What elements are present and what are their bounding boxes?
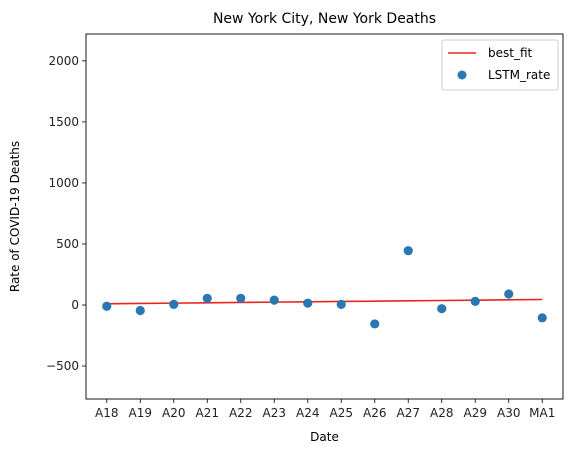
y-tick-label: 1000: [48, 176, 79, 190]
series-layer: [102, 246, 547, 329]
x-tick-label: A18: [95, 406, 118, 420]
y-tick-label: 1500: [48, 115, 79, 129]
lstm-rate-point: [236, 293, 246, 303]
lstm-rate-point: [437, 304, 447, 314]
lstm-rate-point: [169, 299, 179, 309]
x-tick-label: A25: [330, 406, 353, 420]
x-tick-label: A22: [229, 406, 252, 420]
lstm-rate-point: [135, 305, 145, 316]
x-tick-label: MA1: [529, 406, 555, 420]
legend-label-lstm-rate: LSTM_rate: [488, 68, 550, 82]
lstm-rate-point: [336, 299, 346, 309]
legend-lstm-rate-swatch: [457, 70, 467, 80]
x-tick-label: A28: [430, 406, 453, 420]
y-axis-title: Rate of COVID-19 Deaths: [8, 141, 22, 292]
x-tick-label: A20: [162, 406, 185, 420]
x-tick-label: A21: [196, 406, 219, 420]
x-tick-label: A26: [363, 406, 386, 420]
best-fit-line: [106, 298, 543, 305]
plot-area: [85, 33, 564, 400]
legend: best_fit LSTM_rate: [441, 39, 559, 91]
y-axis: −500 0 500 1000 1500 2000: [46, 54, 86, 373]
x-axis-title: Date: [310, 430, 339, 444]
lstm-rate-point: [303, 298, 313, 308]
x-tick-label: A19: [129, 406, 152, 420]
lstm-rate-point: [202, 293, 212, 303]
lstm-rate-point: [537, 313, 547, 323]
lstm-rate-point: [269, 295, 279, 305]
y-tick-label: −500: [46, 359, 79, 373]
lstm-rate-point: [504, 289, 514, 299]
lstm-rate-point: [370, 319, 380, 329]
y-tick-label: 500: [56, 237, 79, 251]
y-tick-label: 2000: [48, 54, 79, 68]
chart-title: New York City, New York Deaths: [213, 11, 436, 27]
y-tick-label: 0: [71, 298, 79, 312]
x-tick-label: A23: [263, 406, 286, 420]
lstm-rate-point: [102, 301, 112, 311]
x-tick-label: A27: [397, 406, 420, 420]
x-axis: A18 A19 A20 A21 A22 A23 A24 A25 A26 A27 A28 A29 A30 M…: [95, 399, 555, 420]
x-tick-label: A30: [497, 406, 520, 420]
lstm-rate-point: [403, 246, 413, 256]
plot-frame: [85, 33, 564, 400]
lstm-rate-point: [470, 296, 480, 306]
x-tick-label: A29: [463, 406, 486, 420]
x-tick-label: A24: [296, 406, 319, 420]
legend-label-best-fit: best_fit: [488, 46, 533, 60]
